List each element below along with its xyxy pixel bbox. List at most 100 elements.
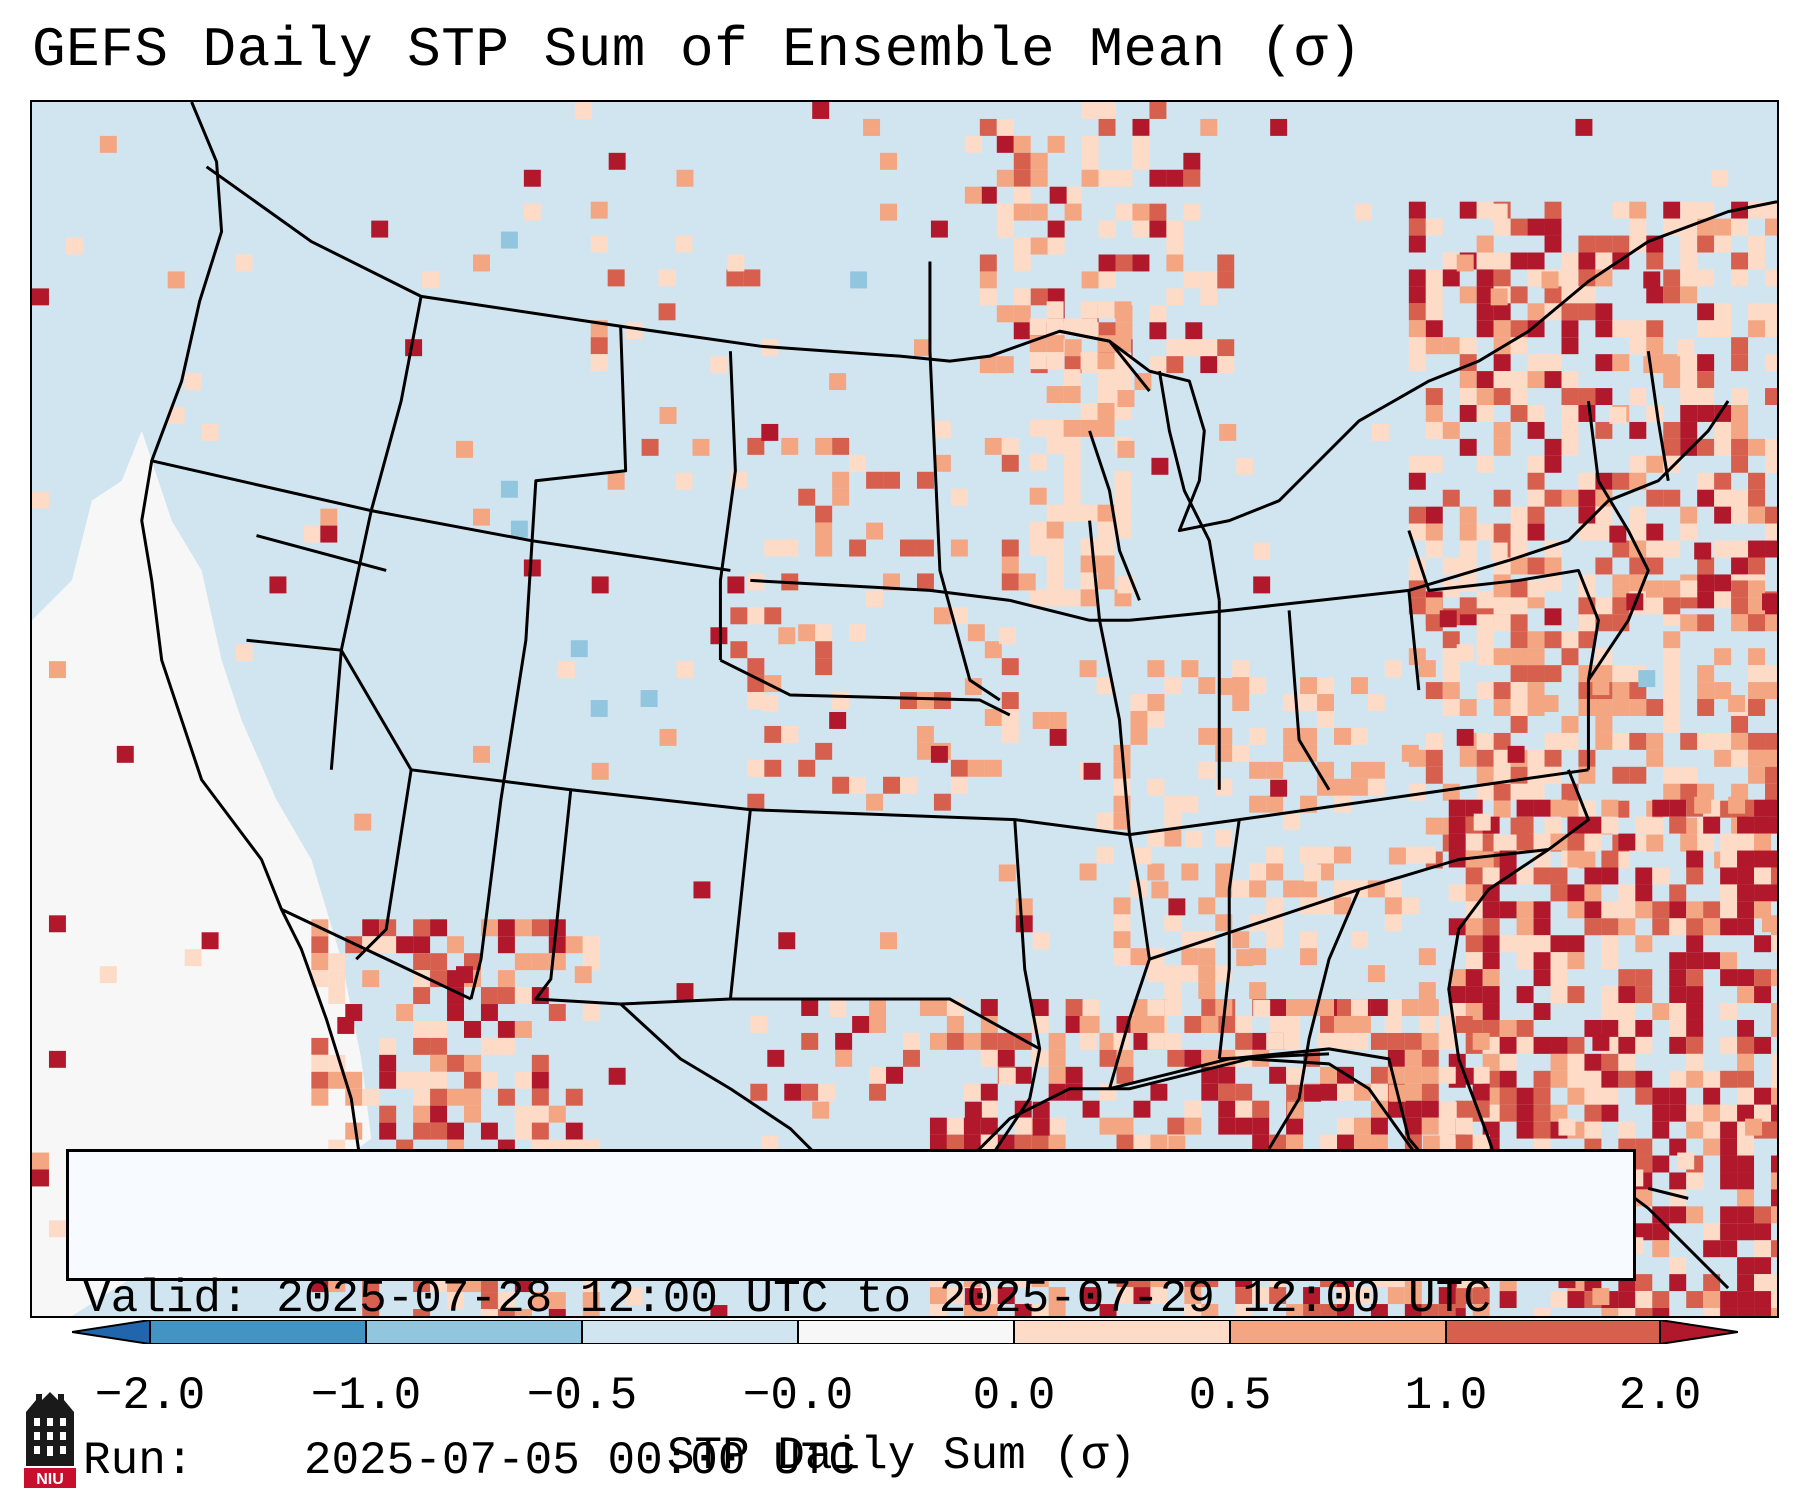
stp-cell [1533, 1070, 1551, 1088]
stp-cell [1063, 470, 1081, 488]
stp-cell [1765, 506, 1777, 524]
stp-cell [1765, 438, 1777, 456]
stp-cell [1283, 727, 1301, 745]
stp-cell [1063, 386, 1081, 404]
stp-cell [1304, 864, 1322, 882]
stp-cell [413, 1088, 431, 1106]
stp-cell [1442, 783, 1460, 801]
stp-cell [1754, 816, 1772, 834]
stp-cell [1253, 542, 1271, 560]
stp-cell [1337, 1304, 1354, 1316]
stp-cell [1686, 918, 1704, 936]
stp-cell [1550, 1053, 1568, 1071]
stp-cell [1113, 761, 1131, 779]
stp-cell [1510, 405, 1528, 422]
stp-cell [1425, 218, 1443, 236]
stp-cell [1303, 1287, 1321, 1305]
stp-cell [1114, 403, 1132, 420]
run-line: Run: 2025-07-05 00:00 UTC [83, 1434, 1619, 1488]
stp-cell [1697, 201, 1715, 219]
stp-cell [1612, 354, 1630, 372]
stp-cell [1754, 1087, 1772, 1105]
stp-cell [1578, 286, 1596, 304]
colorbar-ticks [149, 1320, 1661, 1344]
stp-cell [1215, 829, 1233, 847]
stp-cell [1601, 901, 1619, 919]
stp-cell [747, 437, 765, 455]
stp-cell [1168, 898, 1186, 916]
stp-cell [1149, 102, 1167, 119]
stp-cell [1652, 1155, 1670, 1173]
stp-cell [1652, 1087, 1670, 1105]
stp-cell [1510, 252, 1528, 270]
stp-cell [1737, 1155, 1755, 1173]
stp-cell [1232, 931, 1250, 949]
stp-cell [1082, 1287, 1100, 1305]
stp-cell [1754, 1036, 1772, 1054]
stp-cell [1114, 487, 1132, 505]
stp-cell [1032, 711, 1050, 729]
stp-cell [1048, 1117, 1066, 1135]
stp-cell [832, 471, 850, 489]
stp-cell [1097, 538, 1115, 556]
stp-cell [1765, 665, 1777, 683]
stp-cell [1448, 884, 1466, 902]
stp-cell [1065, 999, 1083, 1016]
stp-cell [1731, 354, 1749, 372]
stp-cell [1544, 665, 1562, 683]
stp-cell [1476, 201, 1494, 219]
stp-cell [1370, 1100, 1388, 1118]
stp-cell [1147, 710, 1165, 728]
stp-cell [1541, 695, 1559, 712]
stp-cell [464, 953, 481, 971]
stp-cell [1425, 682, 1443, 700]
stp-cell [1584, 1104, 1602, 1122]
stp-cell [1663, 269, 1681, 287]
stp-cell [1283, 812, 1301, 830]
stp-cell [1493, 252, 1511, 270]
stp-cell [886, 1066, 904, 1084]
stp-cell [1601, 799, 1619, 817]
stp-cell [531, 953, 549, 971]
stp-cell [1201, 1015, 1219, 1033]
stp-cell [1350, 1032, 1368, 1050]
stp-cell [1510, 699, 1528, 716]
stp-cell [1455, 1015, 1473, 1033]
stp-cell [1249, 727, 1267, 745]
stp-cell [1493, 766, 1511, 784]
colorbar-bin-7 [1446, 1320, 1660, 1344]
stp-cell [743, 269, 761, 287]
stp-cell [1601, 952, 1619, 970]
stp-cell [345, 1004, 363, 1021]
stp-cell [1771, 1274, 1777, 1292]
stp-cell [880, 152, 898, 170]
stp-cell [1646, 749, 1664, 767]
stp-cell [1737, 1036, 1755, 1054]
stp-cell [916, 725, 934, 743]
stp-cell [1013, 135, 1031, 153]
stp-cell [1731, 252, 1749, 270]
stp-cell [1765, 201, 1777, 219]
stp-cell [1408, 523, 1426, 541]
stp-cell [1663, 540, 1681, 558]
stp-cell [1080, 419, 1098, 437]
stp-cell [590, 201, 608, 219]
stp-cell [675, 235, 693, 253]
stp-cell [1686, 1206, 1704, 1224]
stp-cell [1150, 1083, 1168, 1101]
stp-cell [1151, 457, 1169, 475]
stp-cell [1493, 597, 1511, 615]
stp-cell [1595, 320, 1613, 338]
stp-cell [916, 742, 934, 760]
stp-cell [1081, 102, 1099, 119]
stp-cell [1198, 677, 1216, 695]
stp-cell [1629, 455, 1647, 473]
stp-cell [1680, 405, 1698, 422]
stp-cell [625, 1288, 643, 1306]
stp-cell [1482, 969, 1500, 987]
stp-cell [1669, 986, 1687, 1004]
stp-cell [1421, 1066, 1439, 1084]
stp-cell [1116, 1117, 1134, 1135]
stp-cell [1737, 867, 1755, 885]
stp-cell [1771, 935, 1777, 953]
